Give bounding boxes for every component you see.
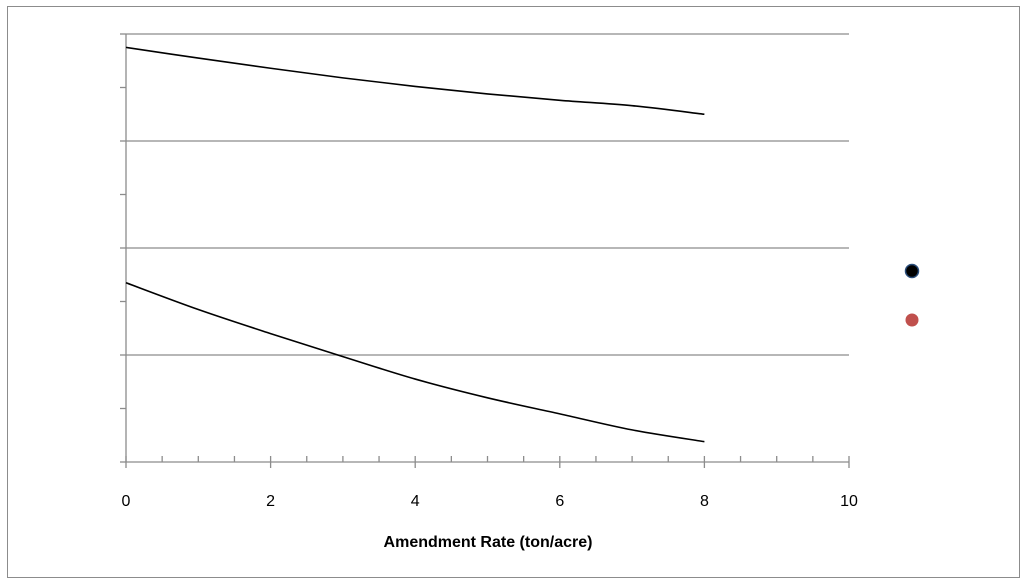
series-line-2 (125, 282, 705, 443)
legend-marker-1 (904, 263, 920, 279)
x-axis-title: Amendment Rate (ton/acre) (384, 534, 593, 551)
chart-frame (7, 6, 1020, 578)
series-line-1 (125, 46, 705, 116)
x-tick-label: 0 (122, 493, 131, 510)
series-lines (125, 46, 705, 443)
x-tick-label: 6 (555, 493, 564, 510)
axes (120, 33, 850, 468)
x-tick-labels: 0 2 4 6 8 10 (122, 493, 858, 510)
legend-marker-2 (905, 313, 919, 327)
x-tick-label: 8 (700, 493, 709, 510)
x-tick-label: 2 (266, 493, 275, 510)
legend (904, 263, 920, 327)
x-tick-label: 10 (840, 493, 858, 510)
gridlines (126, 33, 849, 356)
x-tick-label: 4 (411, 493, 420, 510)
